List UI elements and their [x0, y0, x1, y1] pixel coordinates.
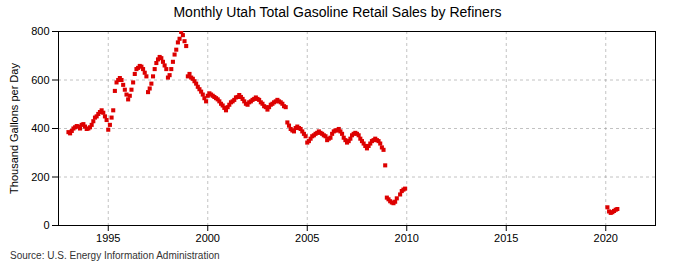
svg-text:0: 0	[43, 219, 49, 231]
svg-text:2010: 2010	[395, 232, 419, 244]
svg-text:600: 600	[31, 74, 49, 86]
svg-text:2005: 2005	[295, 232, 319, 244]
svg-text:2015: 2015	[494, 232, 518, 244]
svg-text:200: 200	[31, 171, 49, 183]
svg-text:800: 800	[31, 25, 49, 37]
html-text:Source: U.S. Energy Informatio: Source: U.S. Energy Information Administ…	[10, 250, 220, 261]
svg-text:400: 400	[31, 122, 49, 134]
svg-text:2020: 2020	[594, 232, 618, 244]
svg-text:1995: 1995	[96, 232, 120, 244]
html-text:Monthly Utah Total Gasoline Re: Monthly Utah Total Gasoline Retail Sales…	[173, 4, 502, 20]
svg-text:Thousand Gallons per Day: Thousand Gallons per Day	[8, 63, 20, 194]
svg-text:2000: 2000	[196, 232, 220, 244]
